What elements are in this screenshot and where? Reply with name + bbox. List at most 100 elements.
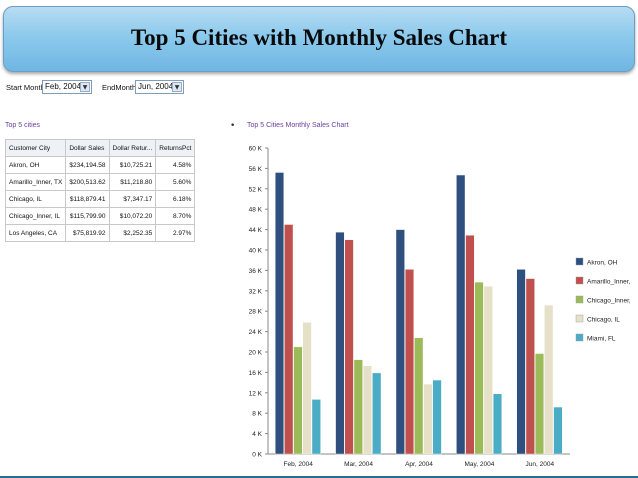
x-tick-label: May, 2004 — [464, 461, 494, 468]
table-cell: Chicago, IL — [4, 190, 67, 208]
table-cell: Los Angeles, CA — [4, 224, 67, 242]
bar — [362, 365, 372, 455]
y-tick-label: 36 K — [249, 268, 263, 275]
table-cell: 6.18% — [155, 190, 196, 208]
page-title: Top 5 Cities with Monthly Sales Chart — [130, 25, 508, 50]
legend-label: Akron, OH — [587, 260, 618, 267]
table-cell: 2.97% — [155, 224, 196, 242]
table-cell: $118,879.41 — [65, 190, 110, 208]
bullet-icon: • — [230, 121, 236, 131]
start-month-label: Start Month: — [6, 83, 47, 92]
column-header[interactable]: ReturnsPct — [155, 139, 196, 157]
bar — [423, 383, 433, 455]
table-cell: Chicago_Inner, IL — [4, 207, 67, 225]
table-cell: $234,194.58 — [65, 156, 110, 174]
y-tick-label: 48 K — [249, 207, 263, 214]
bar — [535, 353, 545, 455]
bar — [372, 372, 382, 455]
legend-swatch — [575, 257, 584, 266]
x-tick-label: Feb, 2004 — [284, 461, 314, 468]
bar — [311, 399, 321, 455]
legend-label: Miami, FL — [587, 336, 616, 343]
chevron-down-icon[interactable]: ▼ — [172, 82, 182, 92]
x-tick-label: Apr, 2004 — [405, 461, 433, 468]
column-header[interactable]: Dollar Sales — [65, 139, 110, 157]
table-row: Chicago_Inner, IL $115,799.90 $10,072.20… — [4, 207, 196, 225]
y-tick-label: 24 K — [249, 329, 263, 336]
bar — [432, 379, 442, 455]
bar — [335, 231, 345, 455]
y-tick-label: 4 K — [252, 431, 262, 438]
legend-label: Chicago_Inner, IL — [587, 298, 630, 305]
y-tick-label: 28 K — [249, 309, 263, 316]
y-tick-label: 52 K — [249, 186, 263, 193]
y-tick-label: 20 K — [249, 350, 263, 357]
bar — [525, 278, 535, 455]
monthly-sales-chart: 0 K 4 K 8 K 12 K 16 K 20 K 24 K 28 K 32 K 36 K 40 … — [249, 146, 630, 469]
table-cell: $10,072.20 — [108, 207, 157, 225]
bar — [414, 337, 424, 455]
bar — [293, 346, 303, 455]
bar — [465, 235, 475, 455]
title-banner: Top 5 Cities with Monthly Sales Chart — [3, 6, 635, 72]
table-header-row: Customer City Dollar Sales Dollar Retur.… — [4, 139, 196, 157]
table-cell: Amarillo_Inner, TX — [4, 173, 67, 191]
bar — [395, 229, 405, 455]
column-header[interactable]: Customer City — [4, 139, 67, 157]
end-month-value: Jun, 2004 — [138, 82, 174, 91]
bar — [492, 393, 502, 455]
bar — [353, 359, 363, 455]
top-cities-table: Customer City Dollar Sales Dollar Retur.… — [4, 139, 196, 242]
bar — [404, 269, 414, 455]
legend-swatch — [575, 333, 584, 342]
y-tick-label: 0 K — [252, 452, 262, 459]
x-tick-label: Jun, 2004 — [526, 461, 555, 468]
bar — [344, 239, 354, 455]
table-row: Chicago, IL $118,879.41 $7,347.17 6.18% — [4, 190, 196, 208]
chart-title: Top 5 Cities Monthly Sales Chart — [247, 122, 349, 129]
table-title: Top 5 cities — [5, 122, 41, 129]
table-row: Akron, OH $234,194.58 $10,725.21 4.58% — [4, 156, 196, 174]
y-tick-label: 16 K — [249, 370, 263, 377]
y-tick-label: 60 K — [249, 146, 263, 153]
table-cell: $11,218.80 — [108, 173, 157, 191]
bar — [275, 172, 285, 455]
bar — [516, 269, 526, 455]
legend-swatch — [575, 314, 584, 323]
bar — [553, 406, 563, 455]
legend-label: Amarillo_Inner, TX — [587, 279, 630, 286]
start-month-value: Feb, 2004 — [45, 82, 82, 91]
table-cell: $2,252.35 — [108, 224, 157, 242]
y-tick-label: 32 K — [249, 288, 263, 295]
y-tick-label: 40 K — [249, 248, 263, 255]
table-row: Los Angeles, CA $75,819.92 $2,252.35 2.9… — [4, 224, 196, 242]
table-cell: $7,347.17 — [108, 190, 157, 208]
end-month-select[interactable]: Jun, 2004 ▼ — [135, 80, 184, 94]
table-row: Amarillo_Inner, TX $200,513.62 $11,218.8… — [4, 173, 196, 191]
y-tick-label: 8 K — [252, 411, 262, 418]
table-cell: $10,725.21 — [108, 156, 157, 174]
table-cell: Akron, OH — [4, 156, 67, 174]
legend-label: Chicago, IL — [587, 317, 620, 324]
bar — [456, 174, 466, 455]
bottom-divider — [0, 476, 638, 478]
legend-swatch — [575, 295, 584, 304]
table-cell: $115,799.90 — [65, 207, 110, 225]
table-cell: $75,819.92 — [65, 224, 110, 242]
y-tick-label: 56 K — [249, 166, 263, 173]
bar — [474, 281, 484, 455]
y-tick-label: 12 K — [249, 390, 263, 397]
column-header[interactable]: Dollar Retur... — [108, 139, 157, 157]
table-cell: $200,513.62 — [65, 173, 110, 191]
bar — [483, 286, 493, 455]
legend-swatch — [575, 276, 584, 285]
bar — [302, 322, 312, 455]
table-cell: 5.60% — [155, 173, 196, 191]
chevron-down-icon[interactable]: ▼ — [80, 82, 90, 92]
y-tick-label: 44 K — [249, 227, 263, 234]
bar — [544, 304, 554, 455]
table-cell: 4.58% — [155, 156, 196, 174]
table-cell: 8.70% — [155, 207, 196, 225]
start-month-select[interactable]: Feb, 2004 ▼ — [42, 80, 92, 94]
x-tick-label: Mar, 2004 — [344, 461, 373, 468]
